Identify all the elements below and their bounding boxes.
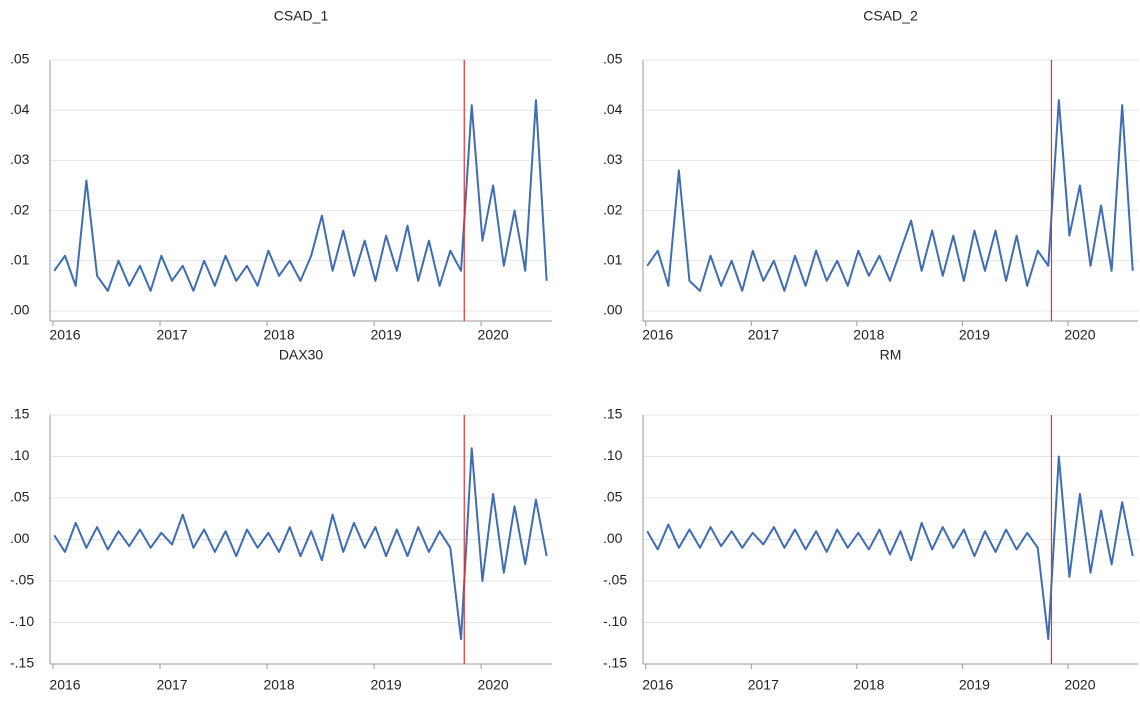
- y-tick-label: .00: [603, 302, 623, 318]
- x-tick-label: 2017: [748, 327, 779, 343]
- x-tick-label: 2019: [371, 677, 402, 693]
- y-tick-label: -.10: [10, 613, 34, 629]
- x-tick-label: 2018: [263, 677, 294, 693]
- x-tick-label: 2017: [156, 677, 187, 693]
- x-tick-label: 2020: [1064, 327, 1095, 343]
- data-line: [53, 99, 548, 292]
- x-tick-label: 2020: [478, 327, 509, 343]
- y-tick-label: .05: [603, 489, 623, 505]
- y-tick-label: .15: [10, 406, 30, 422]
- x-tick-label: 2020: [478, 677, 509, 693]
- x-tick-label: 2019: [959, 677, 990, 693]
- x-tick-label: 2017: [748, 677, 779, 693]
- y-tick-label: -.05: [10, 572, 34, 588]
- y-tick-label: .01: [10, 251, 30, 267]
- y-tick-label: .15: [603, 406, 623, 422]
- chart-title: CSAD_1: [274, 8, 329, 24]
- y-tick-label: .03: [603, 151, 623, 167]
- data-line: [646, 99, 1134, 292]
- y-tick-label: .00: [10, 530, 30, 546]
- y-tick-label: .02: [603, 201, 623, 217]
- y-tick-label: -.05: [603, 572, 627, 588]
- data-line: [53, 447, 548, 641]
- y-tick-label: -.15: [10, 655, 34, 671]
- chart-title: DAX30: [279, 347, 324, 363]
- x-tick-label: 2019: [371, 327, 402, 343]
- y-tick-label: .10: [10, 447, 30, 463]
- y-tick-label: .10: [603, 447, 623, 463]
- x-tick-label: 2016: [49, 677, 80, 693]
- y-tick-label: -.15: [603, 655, 627, 671]
- y-tick-label: .03: [10, 151, 30, 167]
- x-tick-label: 2017: [156, 327, 187, 343]
- x-tick-label: 2018: [263, 327, 294, 343]
- y-tick-label: .05: [10, 51, 30, 67]
- y-tick-label: .02: [10, 201, 30, 217]
- y-tick-label: .04: [10, 101, 30, 117]
- y-tick-label: .05: [10, 489, 30, 505]
- x-tick-label: 2019: [959, 327, 990, 343]
- x-tick-label: 2016: [642, 327, 673, 343]
- chart-title: RM: [880, 347, 902, 363]
- chart-title: CSAD_2: [863, 8, 918, 24]
- x-tick-label: 2018: [853, 677, 884, 693]
- y-tick-label: .04: [603, 101, 623, 117]
- x-tick-label: 2016: [49, 327, 80, 343]
- data-line: [646, 455, 1134, 641]
- x-tick-label: 2020: [1064, 677, 1095, 693]
- y-tick-label: -.10: [603, 613, 627, 629]
- y-tick-label: .00: [603, 530, 623, 546]
- x-tick-label: 2016: [642, 677, 673, 693]
- y-tick-label: .01: [603, 251, 623, 267]
- x-tick-label: 2018: [853, 327, 884, 343]
- y-tick-label: .00: [10, 302, 30, 318]
- y-tick-label: .05: [603, 51, 623, 67]
